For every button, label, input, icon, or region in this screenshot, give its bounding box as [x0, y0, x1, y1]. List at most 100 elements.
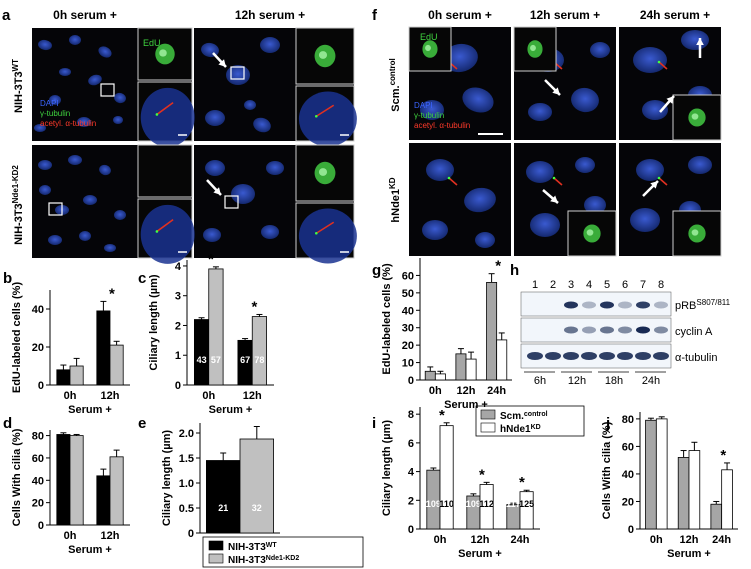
nucleus	[422, 220, 448, 240]
legend-e-label-kd: NIH-3T3Nde1-KD2	[228, 555, 299, 566]
nucleus	[38, 39, 52, 51]
y-axis-label: Cells With cilia (%)	[601, 421, 613, 519]
lane-number: 3	[568, 279, 574, 291]
panel-h-western-blot: 1 2 3 4 5 6 7 8 6h 12h 18h 24h	[520, 279, 672, 387]
band-alpha-tubulin	[617, 352, 633, 360]
cilium	[315, 221, 335, 234]
y-tick-label: 0.5	[179, 503, 194, 515]
significance-star: *	[519, 474, 525, 491]
zoom-box	[230, 66, 245, 80]
panel-letter-g: g	[372, 262, 381, 279]
blot-label-cyclin-a: cyclin A	[675, 326, 713, 338]
significance-star: *	[251, 298, 257, 315]
nucleus	[253, 117, 271, 133]
legend-e-swatch-kd	[208, 553, 224, 564]
band-cyclin-a	[636, 326, 650, 334]
bar	[424, 370, 436, 381]
significance-star: *	[208, 251, 214, 268]
nucleus	[98, 46, 112, 58]
panel-f-col3-label: 24h serum +	[640, 8, 710, 22]
svg-text:NIH-3T3WT: NIH-3T3WT	[11, 59, 25, 113]
bar	[455, 353, 467, 381]
nucleus	[79, 231, 91, 241]
band-alpha-tubulin	[563, 352, 579, 360]
centrosome	[657, 176, 661, 180]
count-label: 57	[211, 355, 221, 365]
x-tick-label: 0h	[429, 385, 442, 397]
band-cyclin-a	[654, 326, 668, 334]
panel-f-legend-dapi: DAPI	[414, 101, 433, 110]
nucleus	[59, 68, 71, 76]
y-tick-label: 1	[175, 350, 181, 362]
nucleus	[260, 37, 280, 53]
panel-letter-b: b	[3, 270, 12, 287]
y-tick-label: 4	[175, 261, 182, 273]
legend-i-label-ctrl: Scm.control	[500, 411, 548, 422]
inset-nucleus	[298, 91, 357, 147]
y-axis-label: Ciliary length (µm)	[148, 274, 160, 371]
count-label: 67	[240, 355, 250, 365]
centrosome	[155, 230, 159, 233]
nucleus	[642, 100, 668, 120]
nucleus	[571, 87, 599, 113]
band-prb	[582, 301, 596, 309]
x-tick-label: 0h	[202, 390, 215, 402]
nucleus	[104, 244, 116, 252]
edu-spot	[530, 44, 536, 52]
legend-e-swatch-wt	[208, 540, 224, 551]
nucleus	[528, 103, 552, 121]
y-tick-label: 4	[408, 467, 415, 479]
y-tick-label: 40	[32, 304, 44, 316]
arrow-head	[650, 181, 658, 189]
inset-nucleus	[140, 204, 195, 264]
lane-number: 1	[532, 279, 538, 291]
bar	[496, 339, 508, 381]
count-label: 109	[426, 499, 441, 509]
nucleus	[244, 100, 256, 110]
x-axis-label: Serum +	[444, 399, 488, 411]
legend-e-label-wt: NIH-3T3WT	[228, 542, 277, 553]
panel-f-legend-acetyl: acetyl. α-tubulin	[414, 121, 470, 130]
x-tick-label: 0h	[434, 534, 447, 546]
y-tick-label: 2.0	[179, 428, 194, 440]
y-tick-label: 0	[628, 524, 634, 536]
y-axis-label: EdU-labeled cells (%)	[381, 263, 393, 375]
panel-f-legend-gtubulin: γ-tubulin	[414, 111, 444, 120]
lane-number: 4	[586, 279, 592, 291]
nucleus	[266, 161, 284, 175]
zoom-box	[100, 83, 115, 97]
band-alpha-tubulin	[599, 352, 615, 360]
x-tick-label: 24h	[712, 534, 731, 546]
panel-letter-a: a	[2, 7, 11, 24]
zoom-box	[48, 202, 63, 216]
nucleus	[475, 232, 495, 248]
panel-a-row1-label: NIH-3T3WT	[11, 59, 25, 113]
significance-star: *	[109, 285, 115, 302]
panel-a-micrographs	[32, 27, 357, 264]
bar	[96, 475, 111, 526]
y-tick-label: 60	[622, 441, 634, 453]
band-prb	[564, 301, 578, 309]
y-tick-label: 6	[408, 438, 414, 450]
bar	[251, 316, 268, 386]
bar	[645, 419, 657, 530]
band-cyclin-a	[564, 326, 578, 334]
edu-spot	[159, 49, 167, 57]
panel-letter-f: f	[372, 7, 378, 24]
inset-nucleus	[140, 87, 195, 147]
y-tick-label: 1.0	[179, 478, 194, 490]
centrosome	[447, 176, 451, 180]
band-cyclin-a	[618, 326, 632, 334]
band-prb	[618, 301, 632, 309]
y-tick-label: 20	[32, 342, 44, 354]
count-label: 32	[252, 503, 262, 513]
panel-letter-d: d	[3, 415, 12, 432]
band-alpha-tubulin	[653, 352, 669, 360]
lane-number: 8	[658, 279, 664, 291]
cilium	[448, 177, 458, 186]
svg-text:Scm.control: Scm.control	[388, 58, 402, 111]
edu-spot	[586, 229, 594, 236]
arrow-head	[666, 96, 674, 104]
y-tick-label: 20	[32, 498, 44, 510]
